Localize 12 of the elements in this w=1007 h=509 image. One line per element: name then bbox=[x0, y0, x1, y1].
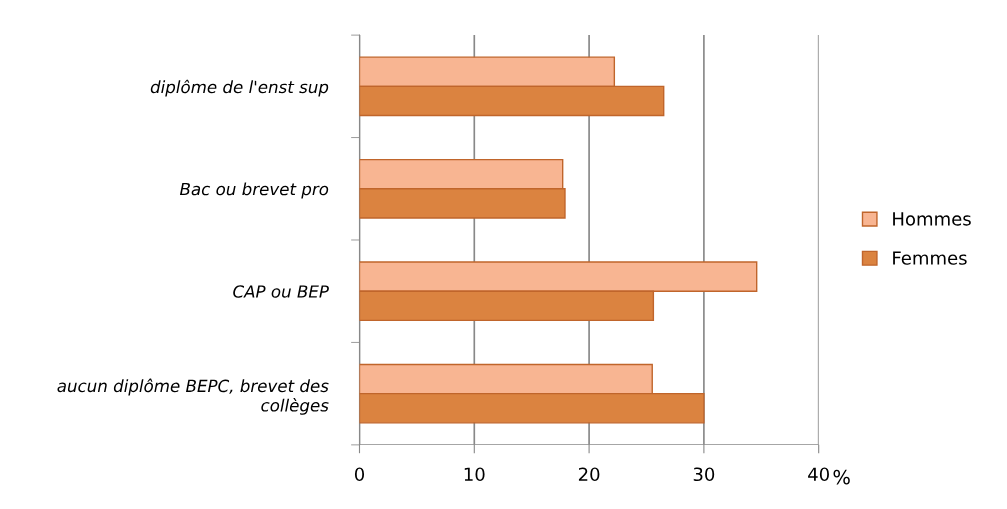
x-tick-label: 0 bbox=[354, 467, 365, 482]
legend-label: Femmes bbox=[893, 251, 967, 265]
y-tick-label: Bac ou brevet pro bbox=[179, 182, 329, 199]
y-tick-label: diplôme de l'enst sup bbox=[150, 79, 329, 97]
x-tick-label: 40 bbox=[808, 467, 829, 482]
x-tick-label: 10 bbox=[464, 467, 485, 482]
y-tick-label: aucun diplôme BEPC, brevet des collèges bbox=[57, 378, 329, 415]
x-tick-label: 20 bbox=[578, 467, 600, 482]
x-tick-label: 30 bbox=[693, 467, 715, 482]
x-axis-title: % bbox=[833, 469, 850, 485]
legend-label: Hommes bbox=[893, 212, 971, 226]
y-tick-label: CAP ou BEP bbox=[233, 285, 329, 298]
